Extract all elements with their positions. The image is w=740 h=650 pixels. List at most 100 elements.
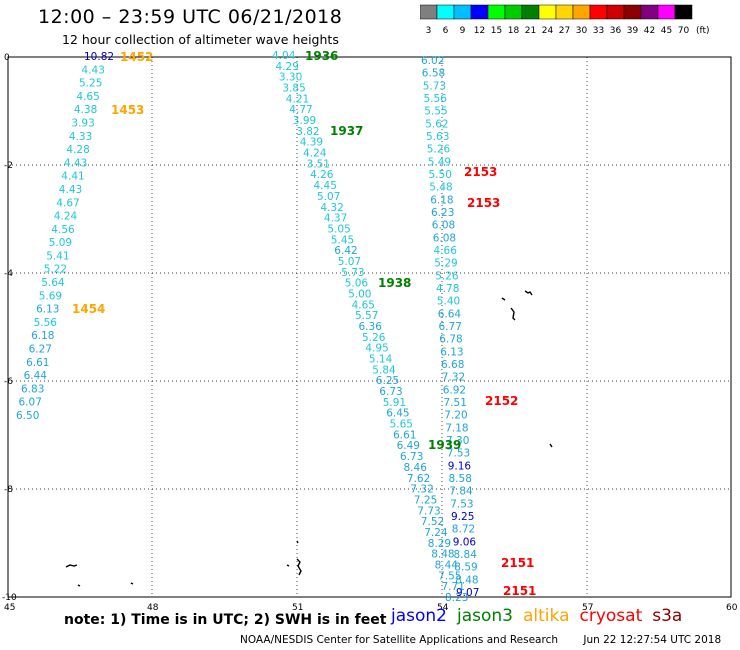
wave-height-value: 4.37 (324, 213, 347, 225)
footer-org: NOAA/NESDIS Center for Satellite Applica… (240, 634, 558, 646)
wave-height-value: 8.44 (435, 560, 459, 572)
wave-height-value: 4.77 (289, 104, 312, 116)
legend-swatch (606, 4, 625, 20)
legend-swatch (623, 4, 642, 20)
island-amirante (549, 443, 553, 448)
wave-height-value: 8.58 (449, 473, 472, 485)
footer: NOAA/NESDIS Center for Satellite Applica… (240, 634, 740, 646)
wave-height-value: 8.84 (454, 549, 478, 561)
wave-height-value: 4.24 (54, 211, 78, 223)
wave-height-value: 4.04 (272, 50, 296, 62)
x-tick: 57 (582, 603, 593, 613)
wave-height-value: 4.41 (61, 171, 84, 183)
legend-unit: (ft) (696, 26, 710, 36)
island-comoros-a (65, 564, 78, 568)
legend-swatch (572, 4, 591, 20)
time-label: 2152 (485, 394, 518, 408)
wave-height-value: 5.26 (435, 270, 459, 282)
wave-height-value: 4.26 (310, 169, 334, 181)
wave-height-value: 7.18 (445, 422, 468, 434)
island-comoros-b (77, 584, 81, 587)
wave-height-value: 6.44 (24, 370, 48, 382)
wave-height-value: 5.26 (362, 332, 386, 344)
wave-height-value: 7.53 (447, 448, 470, 460)
wave-height-value: 7.52 (421, 516, 444, 528)
wave-height-value: 4.56 (51, 224, 75, 236)
wave-height-value: 6.77 (439, 321, 462, 333)
legend-swatch (504, 4, 523, 20)
wave-height-value: 8.48 (455, 574, 478, 586)
wave-height-value: 6.13 (440, 346, 463, 358)
legend-swatch (538, 4, 557, 20)
wave-height-value: 5.62 (425, 118, 448, 130)
wave-height-value: 7.32 (442, 372, 465, 384)
wave-height-value: 4.33 (69, 131, 92, 143)
satellite-cryosat: cryosat (579, 606, 643, 626)
plot-frame (7, 56, 732, 598)
wave-height-value: 6.13 (36, 304, 59, 316)
wave-height-value: 5.73 (423, 80, 446, 92)
legend-swatch (436, 4, 455, 20)
wave-height-value: 5.73 (341, 267, 364, 279)
track-cryosat: 6.026.585.735.565.555.625.635.265.495.50… (421, 55, 479, 599)
wave-height-value: 4.45 (314, 180, 337, 192)
wave-height-value: 6.23 (431, 207, 454, 219)
wave-height-value: 10.82 (84, 51, 114, 63)
island-aldabra-b (286, 564, 290, 567)
wave-height-value: 6.50 (16, 410, 39, 422)
x-tick-labels: 45 48 51 54 57 60 (4, 603, 738, 613)
x-tick: 45 (4, 603, 15, 613)
wave-height-value: 8.23 (445, 592, 468, 604)
wave-height-value: 5.64 (41, 277, 65, 289)
wave-height-value: 6.73 (400, 451, 423, 463)
wave-height-value: 6.92 (443, 384, 466, 396)
wave-height-value: 6.83 (21, 383, 44, 395)
wave-height-value: 9.07 (456, 587, 479, 599)
legend-label: 33 (593, 26, 604, 36)
wave-height-value: 6.64 (438, 308, 462, 320)
satellite-jason2: jason2 (391, 606, 447, 626)
wave-height-value: 4.32 (320, 202, 343, 214)
wave-height-value: 4.78 (436, 283, 459, 295)
wave-height-value: 7.51 (444, 397, 467, 409)
satellite-jason3: jason3 (457, 606, 513, 626)
legend-swatch (487, 4, 506, 20)
wave-height-value: 6.78 (439, 334, 462, 346)
wave-height-value: 5.84 (372, 364, 396, 376)
island-seychelles-north (524, 290, 533, 296)
x-tick: 51 (292, 603, 303, 613)
legend-swatch (453, 4, 472, 20)
footer-timestamp: Jun 22 12:27:54 UTC 2018 (583, 634, 722, 646)
wave-height-value: 6.18 (430, 194, 453, 206)
wave-height-value: 6.61 (26, 357, 49, 369)
wave-height-value: 4.95 (365, 343, 388, 355)
wave-height-value: 5.48 (429, 182, 452, 194)
wave-height-value: 5.06 (345, 278, 369, 290)
wave-height-value: 4.43 (59, 184, 82, 196)
wave-height-value: 7.55 (438, 570, 461, 582)
y-tick: -8 (4, 485, 13, 495)
legend-label: 6 (443, 26, 449, 36)
y-tick: -2 (4, 161, 13, 171)
time-labels: 1452 1453 1454 1936 1937 1938 1939 2153 2153 2152… (72, 49, 536, 598)
satellite-s3a: s3a (652, 606, 683, 626)
time-label: 2151 (501, 556, 534, 570)
time-label: 1453 (111, 103, 144, 117)
island-comoros-c (130, 582, 134, 585)
island-outlines (65, 290, 553, 587)
time-label: 1938 (378, 276, 411, 290)
page-title: 12:00 – 23:59 UTC 06/21/2018 (38, 6, 343, 28)
wave-height-value: 5.41 (46, 250, 69, 262)
time-label: 1454 (72, 302, 105, 316)
wave-height-value: 7.84 (449, 486, 473, 498)
x-tick: 48 (147, 603, 159, 613)
wave-height-value: 5.65 (390, 419, 413, 431)
track-altika: 10.824.435.254.654.383.934.334.284.434.4… (16, 51, 114, 422)
wave-height-value: 5.09 (49, 237, 72, 249)
time-label: 1936 (305, 49, 338, 63)
wave-height-value: 5.50 (429, 169, 452, 181)
island-seychelles-a (501, 297, 506, 301)
wave-height-value: 7.62 (407, 473, 430, 485)
wave-height-value: 8.48 (431, 549, 454, 561)
